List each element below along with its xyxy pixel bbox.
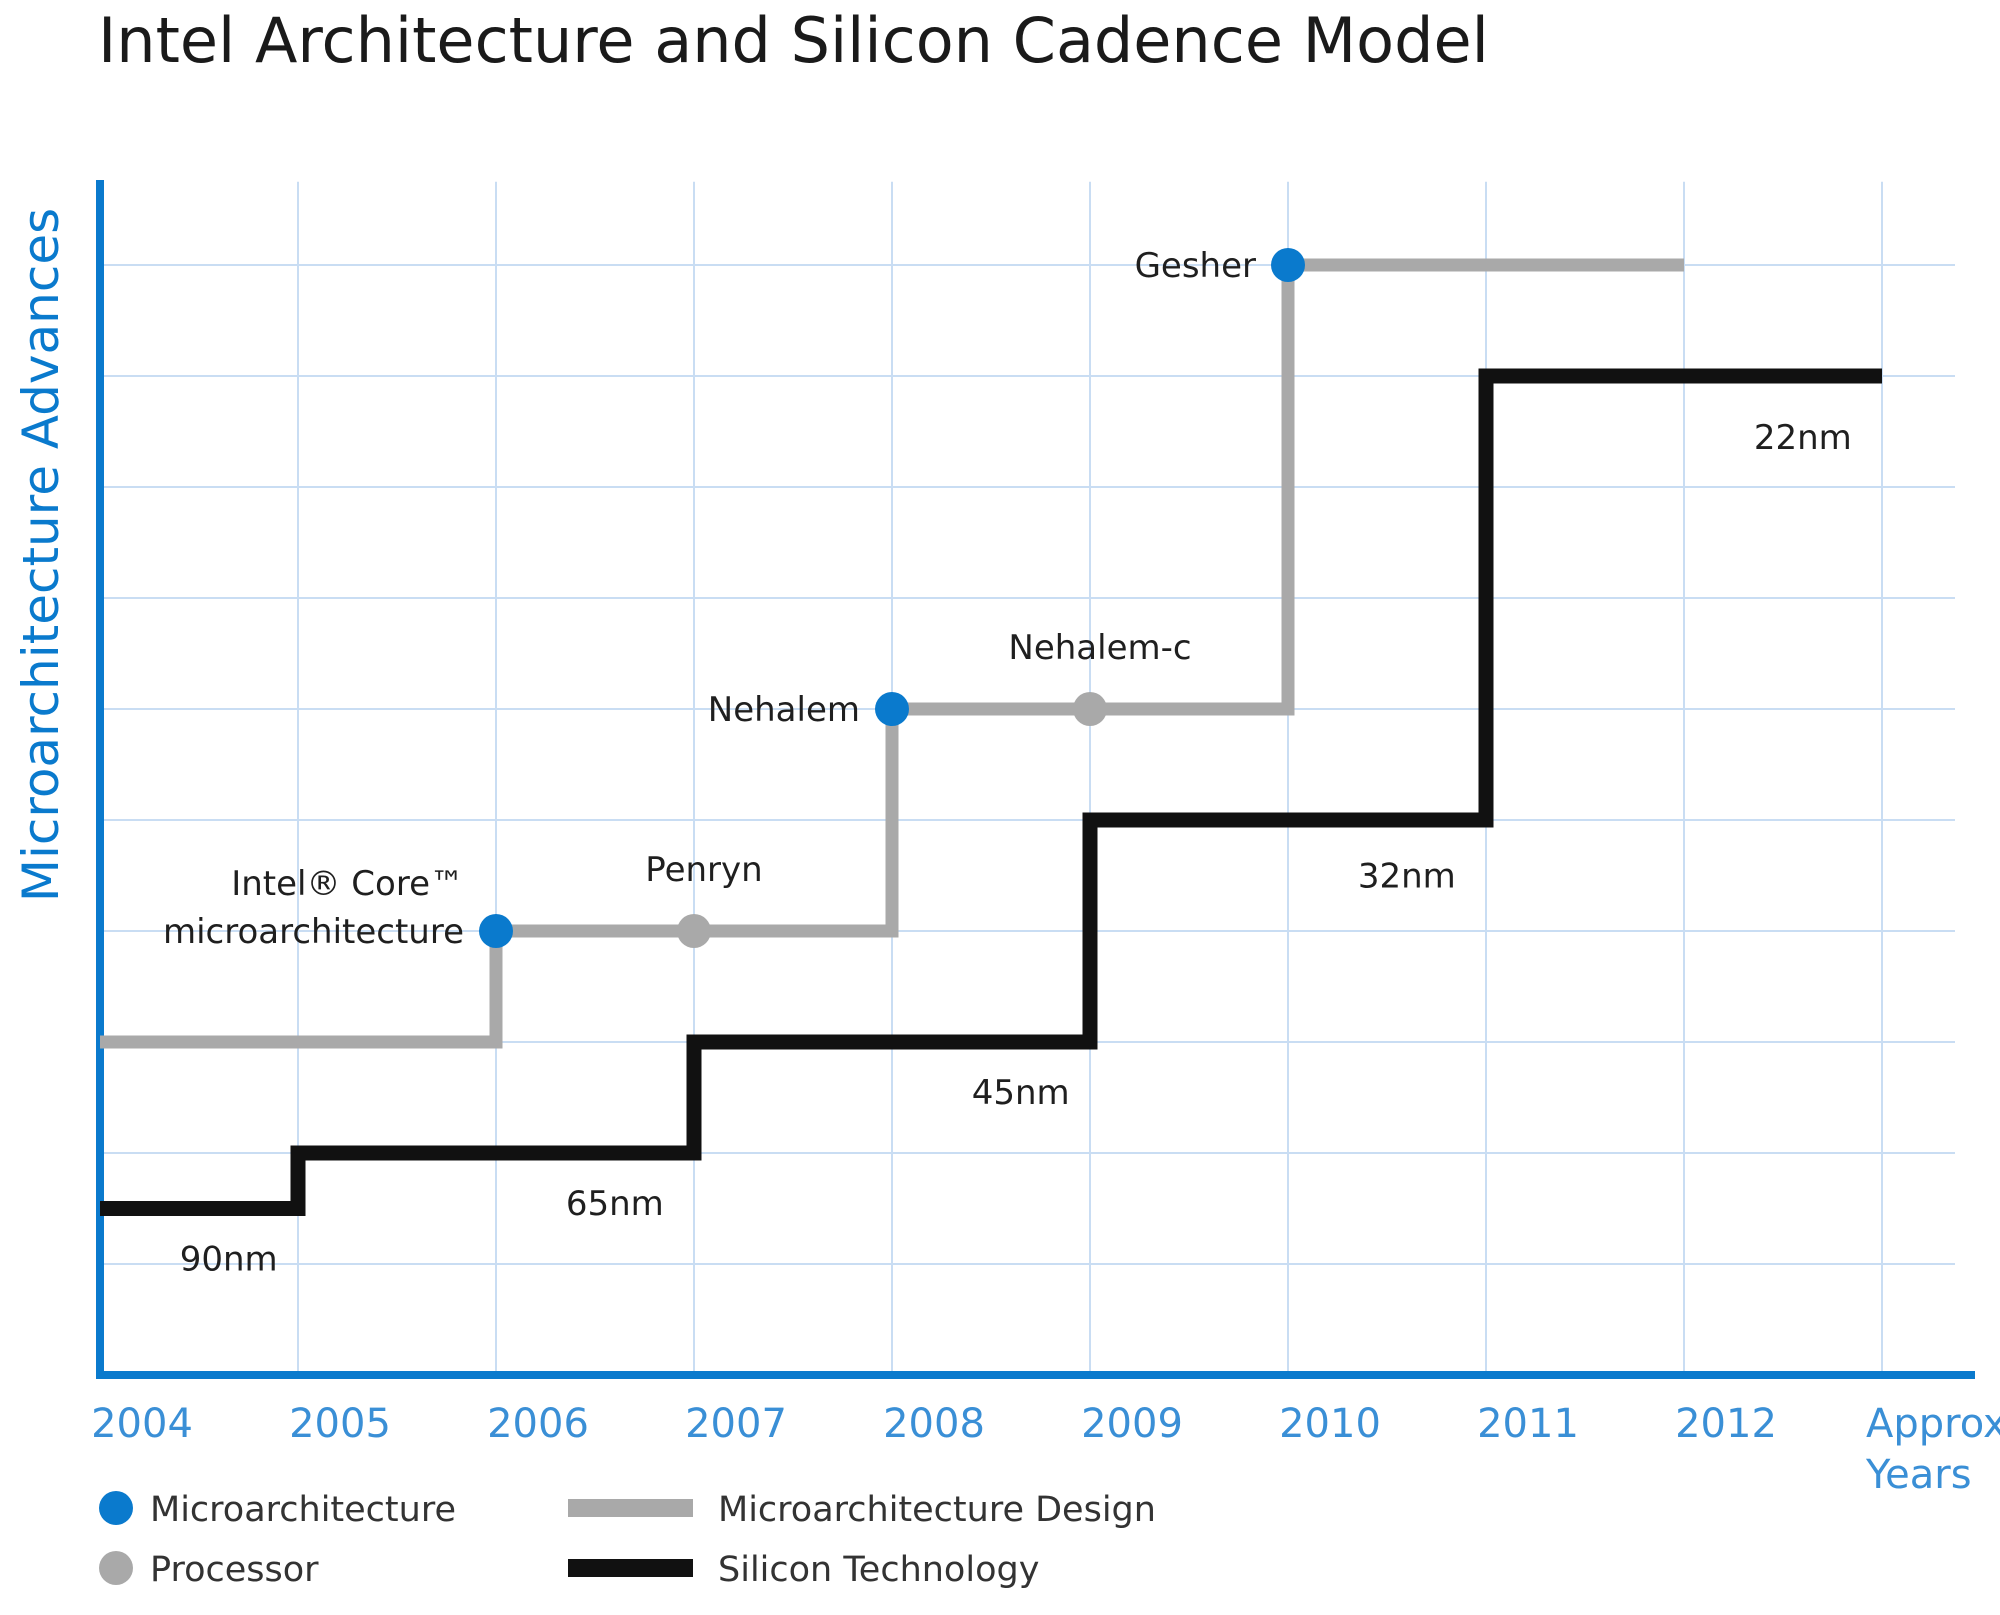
annotation-gesher: Gesher (1135, 246, 1256, 286)
x-tick-2008: 2008 (883, 1401, 985, 1447)
processor-point-penryn (677, 914, 711, 948)
annotation-penryn: Penryn (645, 850, 762, 890)
process-label-90nm: 90nm (180, 1239, 278, 1279)
y-axis-label: Microarchitecture Advances (12, 208, 70, 902)
x-tick-2004: 2004 (91, 1401, 193, 1447)
x-tick-approx-years: Approx Years (1865, 1401, 2000, 1498)
annotations: Intel® Core™ microarchitecture Penryn Nehal… (163, 246, 1852, 1279)
x-axis-ticks: 2004 2005 2006 2007 2008 2009 2010 2011 2012 Appr… (91, 1401, 2000, 1498)
x-tick-2006: 2006 (487, 1401, 589, 1447)
x-tick-2012: 2012 (1675, 1401, 1777, 1447)
microarchitecture-point-intel-core (479, 914, 513, 948)
process-label-65nm: 65nm (566, 1184, 664, 1224)
x-tick-2009: 2009 (1081, 1401, 1183, 1447)
x-tick-2011: 2011 (1477, 1401, 1579, 1447)
legend-label-microarchitecture-design: Microarchitecture Design (718, 1490, 1156, 1530)
legend-swatch-silicon-technology (568, 1559, 693, 1577)
grid (100, 181, 1955, 1375)
annotation-nehalem-c: Nehalem-c (1008, 628, 1191, 668)
legend-label-microarchitecture: Microarchitecture (150, 1490, 456, 1530)
legend-swatch-processor (99, 1551, 133, 1585)
x-tick-2007: 2007 (685, 1401, 787, 1447)
series-line-microarchitecture-design (100, 258, 1684, 1049)
series (100, 258, 1882, 1216)
legend-label-processor: Processor (150, 1550, 319, 1590)
axes (96, 180, 1975, 1379)
annotation-nehalem: Nehalem (708, 690, 860, 730)
legend-swatch-microarchitecture-design (568, 1499, 693, 1517)
process-label-32nm: 32nm (1358, 857, 1456, 897)
series-line-silicon-technology (100, 368, 1882, 1216)
microarchitecture-point-nehalem (875, 692, 909, 726)
process-label-22nm: 22nm (1754, 418, 1852, 458)
annotation-intel-core: Intel® Core™ (231, 864, 464, 904)
legend-swatch-microarchitecture (99, 1491, 133, 1525)
microarchitecture-point-gesher (1271, 248, 1305, 282)
process-label-45nm: 45nm (972, 1073, 1070, 1113)
x-tick-2010: 2010 (1279, 1401, 1381, 1447)
chart-title: Intel Architecture and Silicon Cadence M… (98, 4, 1489, 77)
annotation-microarchitecture: microarchitecture (163, 912, 464, 952)
markers (479, 248, 1305, 948)
processor-point-nehalem-c (1073, 692, 1107, 726)
legend-label-silicon-technology: Silicon Technology (718, 1550, 1039, 1590)
legend: Microarchitecture Processor Microarchitect… (99, 1490, 1156, 1590)
x-tick-2005: 2005 (289, 1401, 391, 1447)
